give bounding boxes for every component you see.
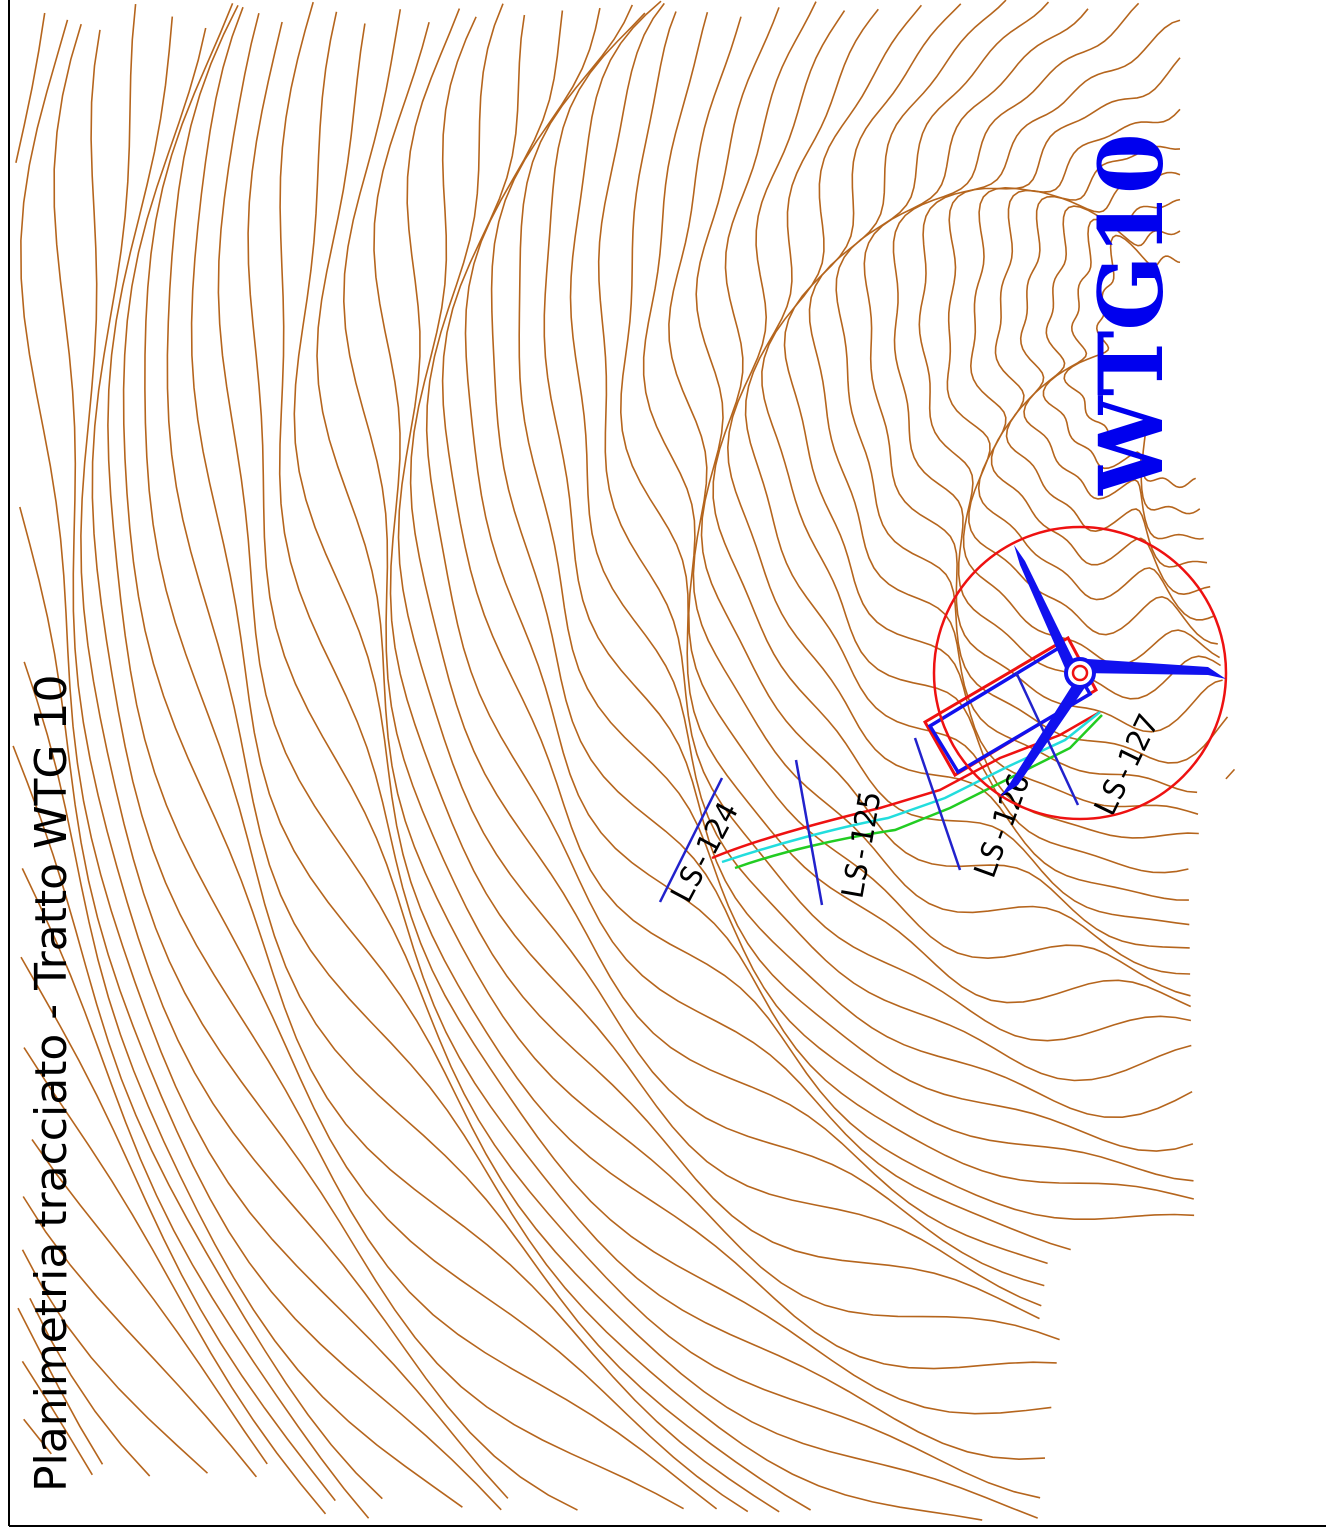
contour-line	[1005, 171, 1208, 568]
contour-line	[835, 1, 1229, 764]
route-platform-red	[922, 635, 1098, 778]
section-label-127: LS-127	[1088, 709, 1167, 822]
contour-line	[166, 4, 983, 1521]
contour-line	[441, 14, 1195, 1220]
contour-line	[464, 10, 1194, 1200]
contour-line	[217, 13, 1041, 1499]
contour-line	[31, 1139, 268, 1465]
contour-line	[107, 16, 749, 1513]
turbine-label: WTG10	[1079, 133, 1183, 496]
contour-line	[569, 0, 1192, 1082]
contour-line	[20, 956, 336, 1502]
contour-line	[247, 21, 1046, 1461]
contour-line	[21, 868, 370, 1519]
contour-line	[21, 1249, 209, 1474]
contour-line	[619, 11, 1192, 1008]
contour-line	[342, 9, 1040, 1320]
contour-line	[15, 12, 502, 1511]
turbine-blade	[1000, 673, 1088, 797]
contour-line	[23, 1047, 327, 1515]
contour-line	[783, 3, 1199, 815]
section-line-124	[658, 777, 724, 903]
contour-line	[1063, 234, 1197, 489]
turbine-blade	[1080, 659, 1226, 679]
contour-line	[23, 1418, 52, 1455]
contour-line	[946, 57, 1218, 645]
contour-line	[969, 108, 1215, 621]
contour-line	[17, 1307, 104, 1465]
contour-line	[695, 7, 1190, 949]
contour-line	[20, 19, 509, 1499]
contour-line	[744, 8, 1189, 874]
contour-line	[425, 3, 1071, 1251]
contour-line	[293, 11, 1057, 1370]
contour-line	[863, 8, 1223, 733]
section-line-126	[913, 737, 962, 871]
contour-line	[190, 6, 1038, 1519]
turbine-buffer-circle	[932, 525, 1228, 821]
cross-section-lines: LS-124 LS-125 LS-126 LS-127	[658, 671, 1167, 909]
turbine-hub-ring	[1071, 664, 1089, 682]
contour-line	[543, 12, 1193, 1119]
contour-line	[726, 10, 1189, 901]
contour-line	[21, 1360, 93, 1476]
contour-line	[144, 2, 812, 1511]
route-edge-red	[711, 710, 1101, 860]
contour-line	[712, 1, 1190, 926]
wind-turbine-icon	[1000, 545, 1226, 797]
contour-line	[53, 23, 578, 1511]
section-label-124: LS-124	[664, 797, 746, 909]
contour-line	[23, 661, 463, 1508]
contour-line	[397, 8, 1045, 1287]
section-line-125	[794, 759, 824, 906]
contour-line	[122, 27, 780, 1513]
contour-line	[373, 21, 1042, 1307]
contour-line	[918, 19, 1221, 666]
contour-line	[80, 29, 684, 1510]
route-edge-cyan	[721, 711, 1101, 864]
contour-line	[22, 1196, 258, 1478]
turbine-blade	[1014, 545, 1080, 675]
contour-line	[597, 2, 1192, 1042]
contour-line	[278, 1, 1052, 1415]
contour-line	[1042, 218, 1201, 515]
section-label-125: LS-125	[835, 789, 888, 902]
contour-line	[12, 745, 383, 1500]
contour-line	[1023, 198, 1204, 540]
contour-lines	[12, 0, 1236, 1521]
turbine-hub	[1064, 657, 1096, 689]
route-platform-blue	[927, 643, 1093, 775]
sheet-title: Planimetria tracciato - Tratto WTG 10	[26, 674, 77, 1492]
contour-line	[29, 1297, 151, 1477]
contour-line	[808, 0, 1236, 794]
contour-line	[668, 16, 1191, 975]
contour-line	[518, 4, 1194, 1152]
contour-line	[316, 23, 1060, 1341]
contour-line	[990, 145, 1211, 596]
contour-line	[91, 4, 718, 1510]
contour-line	[409, 16, 1048, 1265]
section-label-126: LS-126	[968, 769, 1038, 883]
route-corridor	[711, 635, 1103, 870]
contour-line	[490, 7, 1194, 1182]
contour-line	[642, 11, 1191, 997]
